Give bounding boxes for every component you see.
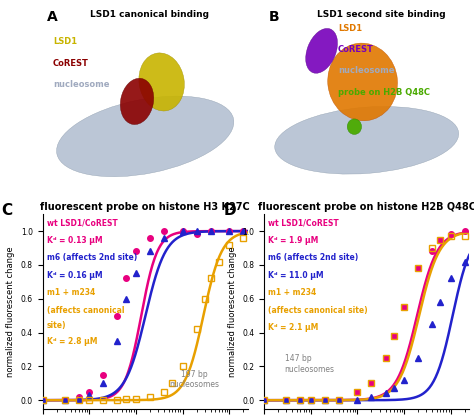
Text: m1 + m234: m1 + m234 <box>268 288 317 297</box>
Ellipse shape <box>275 106 459 174</box>
Text: Kᵈ = 0.13 μM: Kᵈ = 0.13 μM <box>47 236 102 245</box>
Text: wt LSD1/CoREST: wt LSD1/CoREST <box>268 218 339 227</box>
Text: 147 bp
nucleosomes: 147 bp nucleosomes <box>285 354 335 374</box>
Text: B: B <box>268 10 279 24</box>
Ellipse shape <box>139 53 184 111</box>
Text: Kᵈ = 11.0 μM: Kᵈ = 11.0 μM <box>268 271 324 279</box>
Text: CoREST: CoREST <box>53 59 89 68</box>
Y-axis label: normalized fluorescent change: normalized fluorescent change <box>228 246 237 377</box>
Text: C: C <box>1 203 13 218</box>
Ellipse shape <box>347 119 362 134</box>
Title: fluorescent probe on histone H3 K27C: fluorescent probe on histone H3 K27C <box>40 202 250 212</box>
Text: A: A <box>47 10 57 24</box>
Text: Kᵈ = 2.1 μM: Kᵈ = 2.1 μM <box>268 323 319 332</box>
Text: LSD1: LSD1 <box>338 24 362 33</box>
Text: nucleosome: nucleosome <box>338 66 394 75</box>
Text: 197 bp
nucleosomes: 197 bp nucleosomes <box>169 370 219 389</box>
Text: site): site) <box>47 321 66 330</box>
Y-axis label: normalized fluorescent change: normalized fluorescent change <box>6 246 15 377</box>
Text: m6 (affects 2nd site): m6 (affects 2nd site) <box>268 253 358 262</box>
Text: Kᵈ = 1.9 μM: Kᵈ = 1.9 μM <box>268 236 319 245</box>
Text: m6 (affects 2nd site): m6 (affects 2nd site) <box>47 253 137 262</box>
Text: CoREST: CoREST <box>338 45 374 54</box>
Ellipse shape <box>56 96 234 177</box>
Text: (affects canonical: (affects canonical <box>47 306 124 314</box>
Text: m1 + m234: m1 + m234 <box>47 288 95 297</box>
Text: LSD1 canonical binding: LSD1 canonical binding <box>90 10 209 19</box>
Text: wt LSD1/CoREST: wt LSD1/CoREST <box>47 218 118 227</box>
Ellipse shape <box>328 43 398 121</box>
Title: fluorescent probe on histone H2B Q48C: fluorescent probe on histone H2B Q48C <box>258 202 474 212</box>
Text: Kᵈ = 0.16 μM: Kᵈ = 0.16 μM <box>47 271 102 279</box>
Text: LSD1 second site binding: LSD1 second site binding <box>317 10 446 19</box>
Text: (affects canonical site): (affects canonical site) <box>268 306 368 314</box>
Ellipse shape <box>306 28 337 73</box>
Text: probe on H2B Q48C: probe on H2B Q48C <box>338 88 430 97</box>
Text: Kᵈ = 2.8 μM: Kᵈ = 2.8 μM <box>47 337 97 346</box>
Text: D: D <box>223 203 236 218</box>
Text: LSD1: LSD1 <box>53 37 77 46</box>
Text: nucleosome: nucleosome <box>53 80 109 89</box>
Ellipse shape <box>120 78 154 125</box>
